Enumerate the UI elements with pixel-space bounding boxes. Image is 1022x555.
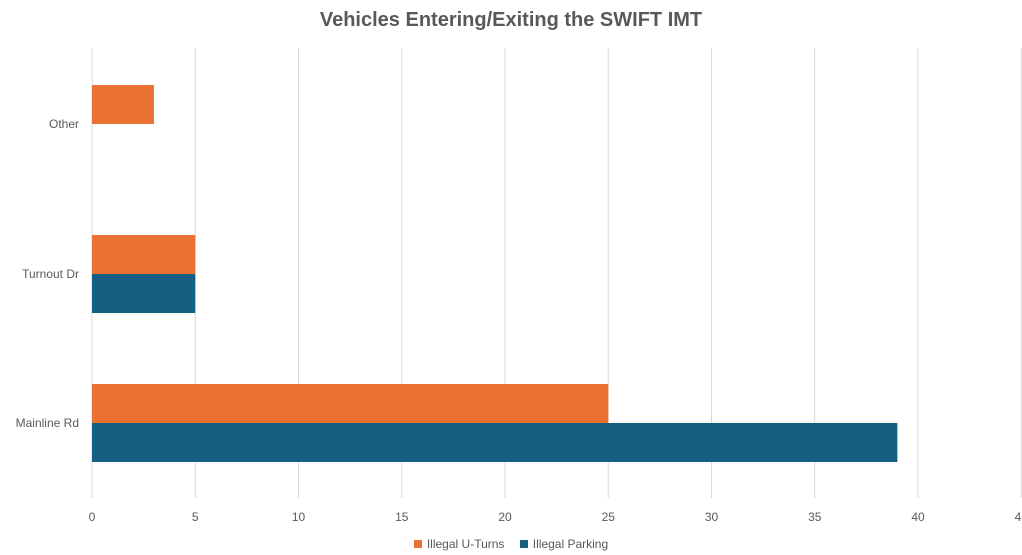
x-tick-label-25: 25 [602, 510, 616, 524]
x-tick-labels: 0 5 10 15 20 25 30 35 40 45 [89, 510, 1022, 524]
bar-illegal-u-turns-mainline-rd[interactable] [92, 384, 609, 423]
legend-swatch-illegal-u-turns [413, 540, 422, 548]
x-tick-label-30: 30 [705, 510, 719, 524]
x-tick-label-40: 40 [911, 510, 925, 524]
bar-illegal-u-turns-other[interactable] [92, 85, 154, 124]
category-label-turnout-dr: Turnout Dr [22, 267, 79, 281]
legend-label-illegal-u-turns: Illegal U-Turns [426, 537, 505, 551]
x-tick-label-35: 35 [808, 510, 822, 524]
legend-item-illegal-u-turns[interactable]: Illegal U-Turns [413, 537, 505, 551]
x-tick-label-45: 45 [1015, 510, 1022, 524]
bar-illegal-u-turns-turnout-dr[interactable] [92, 235, 196, 274]
category-label-mainline-rd: Mainline Rd [16, 416, 79, 430]
chart-title: Vehicles Entering/Exiting the SWIFT IMT [319, 9, 703, 31]
x-tick-label-5: 5 [192, 510, 199, 524]
category-labels: Mainline Rd Turnout Dr Other [16, 117, 79, 430]
legend-label-illegal-parking: Illegal Parking [532, 537, 609, 551]
legend-item-illegal-parking[interactable]: Illegal Parking [519, 537, 609, 551]
legend-swatch-illegal-parking [519, 540, 528, 548]
bar-chart: Mainline Rd Turnout Dr Other 0 5 10 15 20 25 30 3… [16, 48, 1022, 524]
category-label-other: Other [49, 117, 79, 131]
bar-illegal-parking-turnout-dr[interactable] [92, 274, 196, 313]
bar-illegal-parking-mainline-rd[interactable] [92, 423, 898, 462]
x-tick-label-20: 20 [498, 510, 512, 524]
bars [92, 85, 898, 462]
x-tick-label-10: 10 [292, 510, 306, 524]
x-tick-label-15: 15 [395, 510, 409, 524]
x-tick-label-0: 0 [89, 510, 96, 524]
legend: Illegal U-Turns Illegal Parking [0, 537, 1022, 551]
